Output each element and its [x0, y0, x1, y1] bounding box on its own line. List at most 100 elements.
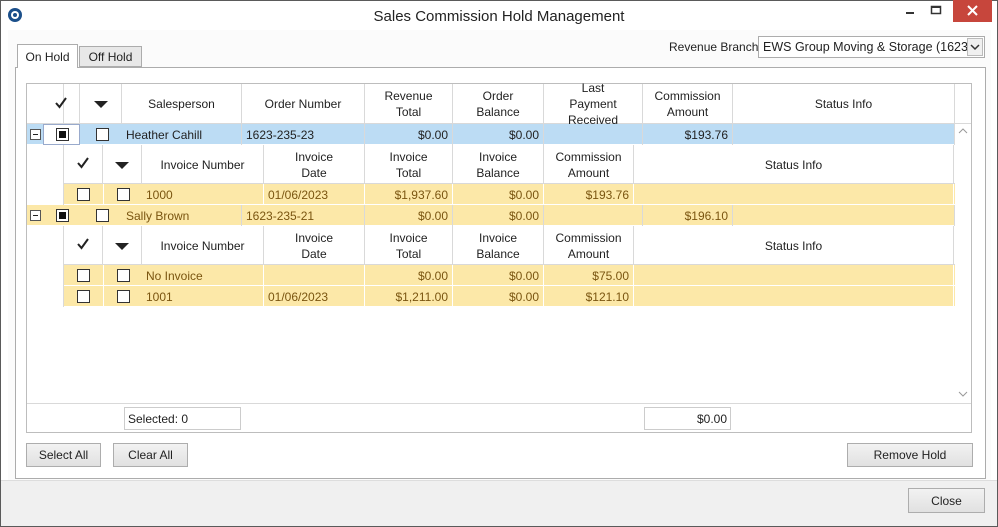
invoice-cell: [634, 184, 954, 205]
data-grid: Salesperson Order Number Revenue Total Orde…: [26, 81, 972, 433]
invoice-cell: $0.00: [453, 286, 544, 307]
header-cell: [103, 145, 142, 184]
column-header: Order Balance: [453, 84, 544, 124]
divider: [103, 265, 104, 286]
column-header: Commission Amount: [544, 226, 634, 265]
tab[interactable]: Off Hold: [79, 46, 142, 67]
check-icon: [54, 96, 68, 110]
invoice-cell: 1001: [142, 286, 264, 307]
column-header: Invoice Total: [365, 145, 453, 184]
checkbox[interactable]: [77, 188, 90, 201]
expander[interactable]: [30, 210, 41, 221]
invoice-cell: 1000: [142, 184, 264, 205]
expander[interactable]: [30, 129, 41, 140]
clear-all-button[interactable]: Clear All: [113, 443, 188, 467]
header-cell: [27, 84, 64, 124]
column-header: Invoice Date: [264, 145, 365, 184]
footer-area: [1, 480, 997, 526]
select-all-button[interactable]: Select All: [26, 443, 101, 467]
invoice-header: [64, 145, 955, 184]
order-cell: $0.00: [453, 205, 544, 226]
order-cell: [544, 205, 643, 226]
invoice-cell: 01/06/2023: [264, 184, 365, 205]
invoice-cell: $0.00: [453, 265, 544, 286]
order-cell: $0.00: [365, 205, 453, 226]
invoice-cell: $75.00: [544, 265, 634, 286]
checkbox[interactable]: [77, 269, 90, 282]
selected-count: Selected: 0: [124, 407, 241, 430]
checkbox[interactable]: [96, 209, 109, 222]
order-cell: $193.76: [643, 124, 733, 145]
invoice-cell: $1,937.60: [365, 184, 453, 205]
checkbox[interactable]: [56, 128, 69, 141]
order-cell: $0.00: [365, 124, 453, 145]
checkbox[interactable]: [117, 188, 130, 201]
checkbox[interactable]: [117, 269, 130, 282]
column-header: Invoice Number: [142, 145, 264, 184]
order-cell: Heather Cahill: [122, 124, 242, 145]
invoice-row[interactable]: [64, 184, 955, 205]
column-header: Commission Amount: [544, 145, 634, 184]
divider: [103, 184, 104, 205]
column-header: Invoice Balance: [453, 226, 544, 265]
order-cell: $196.10: [643, 205, 733, 226]
filter-icon: [115, 241, 129, 251]
scroll-arrows: [955, 124, 971, 403]
invoice-cell: 01/06/2023: [264, 286, 365, 307]
invoice-row[interactable]: [64, 265, 955, 286]
column-header: Invoice Total: [365, 226, 453, 265]
checkbox[interactable]: [56, 209, 69, 222]
column-header: Invoice Date: [264, 226, 365, 265]
check-icon: [76, 156, 90, 170]
invoice-cell: $0.00: [453, 184, 544, 205]
branch-label: Revenue Branch:: [669, 40, 762, 54]
branch-value: EWS Group Moving & Storage (1623): [763, 40, 973, 54]
app-icon: [8, 8, 22, 22]
minimize-button[interactable]: [901, 3, 919, 19]
invoice-cell: $1,211.00: [365, 286, 453, 307]
order-cell: $0.00: [453, 124, 544, 145]
divider: [103, 286, 104, 307]
invoice-cell: [264, 265, 365, 286]
indent: [27, 226, 64, 307]
header-cell: [64, 226, 103, 265]
close-window-button[interactable]: [953, 0, 992, 22]
header-cell: [64, 145, 103, 184]
checkbox[interactable]: [96, 128, 109, 141]
tab[interactable]: On Hold: [17, 44, 78, 68]
close-button[interactable]: Close: [908, 488, 985, 513]
column-header: Revenue Total: [365, 84, 453, 124]
order-row[interactable]: [27, 205, 955, 226]
invoice-cell: $193.76: [544, 184, 634, 205]
order-cell: 1623-235-21: [242, 205, 365, 226]
order-cell: [733, 205, 955, 226]
invoice-cell: [634, 286, 954, 307]
header-cell: [103, 226, 142, 265]
check-icon: [76, 237, 90, 251]
column-header: Commission Amount: [643, 84, 733, 124]
maximize-button[interactable]: [927, 3, 945, 19]
order-row[interactable]: [27, 124, 955, 145]
column-header: Status Info: [733, 84, 955, 124]
column-header: Status Info: [634, 145, 954, 184]
scrollbar[interactable]: [955, 124, 971, 403]
order-cell: 1623-235-23: [242, 124, 365, 145]
column-header: Salesperson: [122, 84, 242, 124]
indent: [27, 145, 64, 205]
checkbox[interactable]: [117, 290, 130, 303]
remove-hold-button[interactable]: Remove Hold: [847, 443, 973, 467]
header-cell: [43, 84, 80, 124]
grid-footer: [27, 403, 971, 432]
invoice-row[interactable]: [64, 286, 955, 307]
window-title: Sales Commission Hold Management: [373, 8, 625, 25]
checkbox[interactable]: [77, 290, 90, 303]
order-cell: [544, 124, 643, 145]
branch-select[interactable]: EWS Group Moving & Storage (1623): [758, 36, 985, 58]
column-header: Last Payment Received: [544, 81, 643, 127]
invoice-cell: [634, 265, 954, 286]
dropdown-arrow: [967, 38, 983, 56]
title-bar: Sales Commission Hold Management: [1, 0, 997, 30]
order-cell: [733, 124, 955, 145]
invoice-cell: $0.00: [365, 265, 453, 286]
